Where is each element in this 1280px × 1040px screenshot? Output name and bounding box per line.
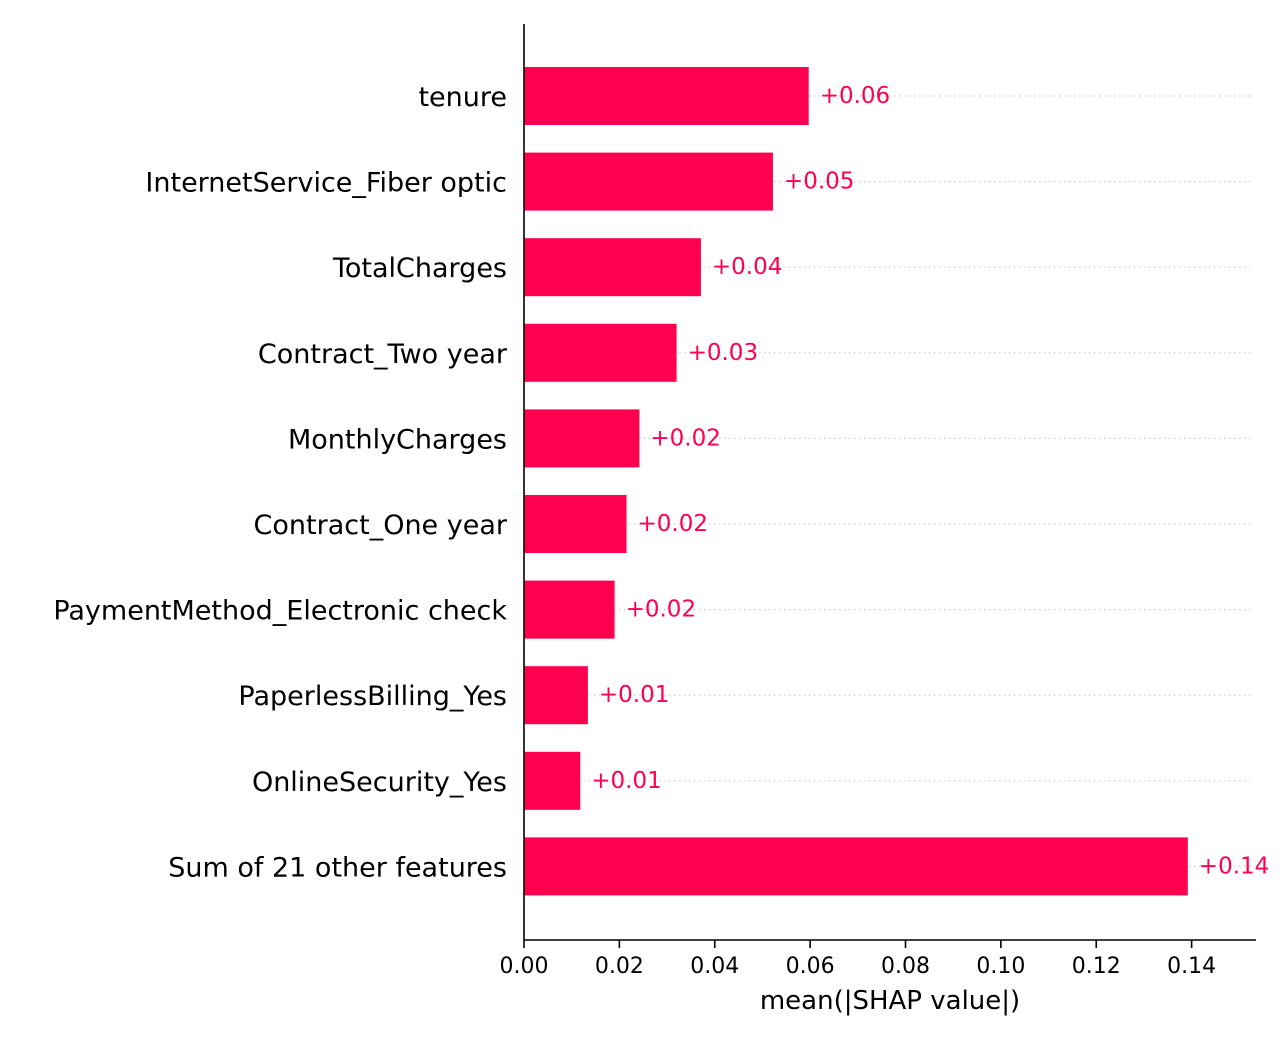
feature-labels: tenure InternetService_Fiber optic TotalCh… bbox=[53, 82, 508, 883]
feature-label: tenure bbox=[418, 82, 507, 113]
x-tick-label: 0.02 bbox=[595, 954, 644, 979]
feature-label: MonthlyCharges bbox=[288, 424, 507, 455]
bar bbox=[524, 837, 1188, 896]
bar bbox=[524, 666, 588, 725]
x-tick-label: 0.12 bbox=[1072, 954, 1121, 979]
x-axis-ticks: 0.00 0.02 0.04 0.06 0.08 0.10 0.12 0.14 bbox=[500, 940, 1216, 979]
feature-label: InternetService_Fiber optic bbox=[145, 168, 507, 199]
value-label: +0.02 bbox=[626, 597, 696, 623]
value-label: +0.02 bbox=[638, 511, 708, 537]
bar bbox=[524, 580, 615, 639]
value-label: +0.05 bbox=[784, 169, 854, 195]
bar bbox=[524, 751, 581, 810]
feature-label: Contract_One year bbox=[254, 510, 508, 541]
feature-label: TotalCharges bbox=[332, 253, 507, 284]
value-label: +0.04 bbox=[712, 254, 782, 280]
x-tick-label: 0.00 bbox=[500, 954, 549, 979]
feature-label: OnlineSecurity_Yes bbox=[252, 767, 507, 798]
value-label: +0.14 bbox=[1199, 853, 1269, 879]
x-tick-label: 0.08 bbox=[881, 954, 930, 979]
feature-label: PaperlessBilling_Yes bbox=[238, 681, 507, 712]
x-tick-label: 0.14 bbox=[1167, 954, 1216, 979]
feature-label: Sum of 21 other features bbox=[168, 852, 507, 883]
feature-label: PaymentMethod_Electronic check bbox=[53, 596, 507, 627]
bar bbox=[524, 238, 701, 297]
bars bbox=[524, 67, 1188, 896]
bar bbox=[524, 409, 640, 468]
value-label: +0.01 bbox=[599, 682, 669, 708]
value-label: +0.02 bbox=[650, 425, 720, 451]
x-tick-label: 0.06 bbox=[786, 954, 835, 979]
value-label: +0.06 bbox=[820, 83, 890, 109]
bar bbox=[524, 495, 627, 553]
x-tick-label: 0.10 bbox=[976, 954, 1025, 979]
x-tick-label: 0.04 bbox=[690, 954, 739, 979]
feature-label: Contract_Two year bbox=[258, 339, 508, 370]
bar bbox=[524, 323, 677, 382]
x-axis-title: mean(|SHAP value|) bbox=[760, 986, 1020, 1016]
bar bbox=[524, 67, 809, 125]
value-labels: +0.06 +0.05 +0.04 +0.03 +0.02 +0.02 +0.02 +0.01… bbox=[591, 83, 1269, 879]
bar bbox=[524, 152, 773, 211]
value-label: +0.03 bbox=[688, 340, 758, 366]
guide-lines bbox=[524, 95, 1254, 868]
value-label: +0.01 bbox=[591, 768, 661, 794]
